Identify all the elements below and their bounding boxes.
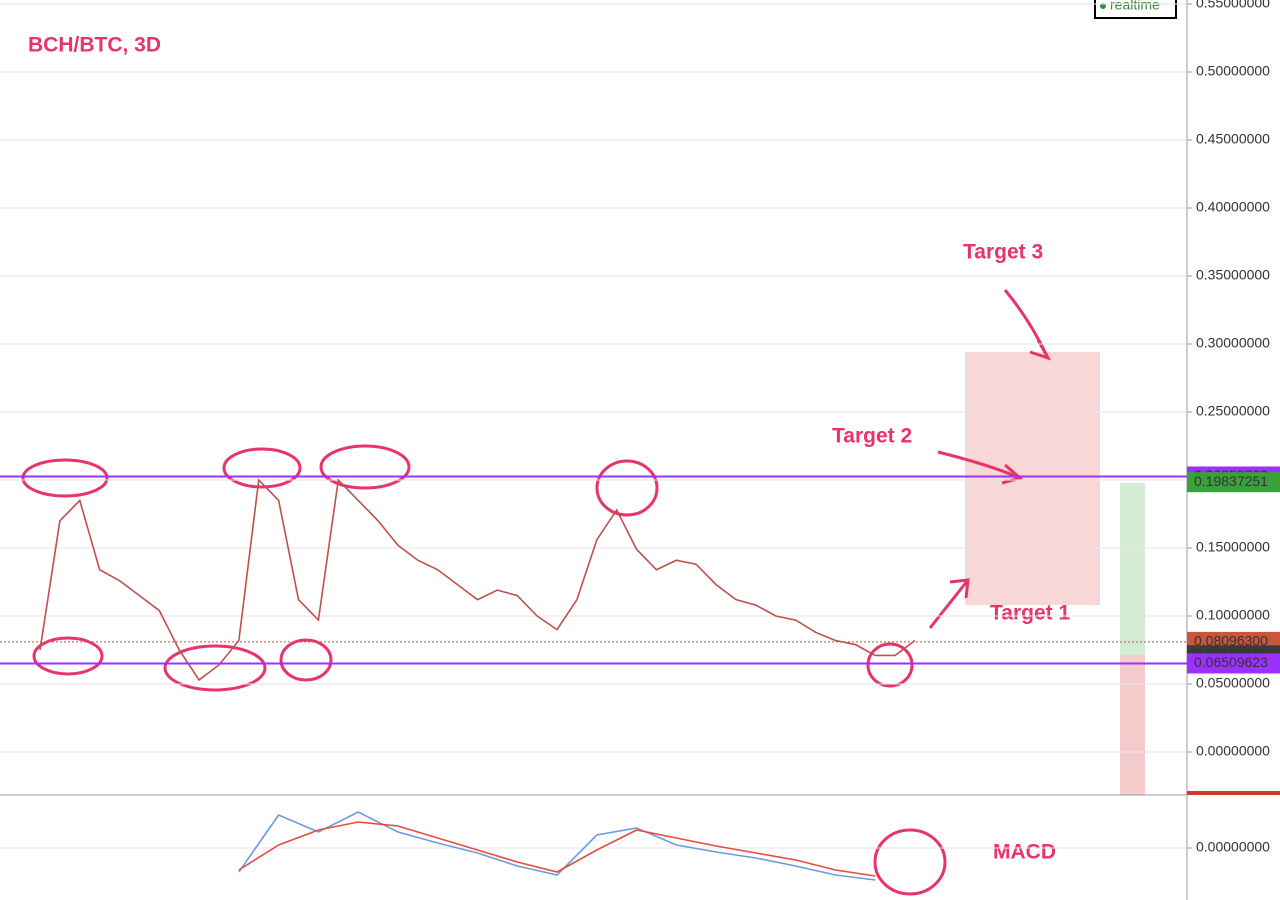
annotation: Target 2 bbox=[832, 425, 912, 448]
long-zone bbox=[1120, 483, 1145, 655]
price-label: 0.08096300 bbox=[1194, 633, 1268, 649]
y-tick-label: 0.00000000 bbox=[1196, 743, 1270, 759]
y-tick-label: 0.05000000 bbox=[1196, 675, 1270, 691]
y-tick-label: 0.40000000 bbox=[1196, 199, 1270, 215]
annotation: Target 1 bbox=[990, 602, 1070, 625]
price-label: 0.19837251 bbox=[1194, 473, 1268, 489]
annotation: Target 3 bbox=[963, 241, 1043, 264]
annotation-circles bbox=[21, 289, 1052, 896]
price-label-bg bbox=[1187, 472, 1280, 493]
panel-title: MACD bbox=[993, 841, 1056, 864]
price-label: 0.06509623 bbox=[1194, 654, 1268, 670]
y-tick-label: 0.35000000 bbox=[1196, 267, 1270, 283]
y-tick-label: 0.50000000 bbox=[1196, 63, 1270, 79]
status-text: realtime bbox=[1110, 0, 1160, 13]
series-line bbox=[238, 821, 876, 877]
price-label-bg bbox=[1187, 653, 1280, 674]
chart-title: BCH/BTC, 3D bbox=[28, 34, 161, 57]
y-tick-label: 0.25000000 bbox=[1196, 403, 1270, 419]
short-zone bbox=[1120, 655, 1145, 795]
y-tick-label: 0.45000000 bbox=[1196, 131, 1270, 147]
y-tick-label: 0.10000000 bbox=[1196, 607, 1270, 623]
y-tick-label: 0.55000000 bbox=[1196, 0, 1270, 11]
y-tick-label: 0.00000000 bbox=[1196, 839, 1270, 855]
y-tick-label: 0.30000000 bbox=[1196, 335, 1270, 351]
series-line bbox=[238, 811, 876, 881]
series-line bbox=[39, 478, 916, 682]
target-zone bbox=[965, 352, 1100, 605]
y-tick-label: 0.15000000 bbox=[1196, 539, 1270, 555]
